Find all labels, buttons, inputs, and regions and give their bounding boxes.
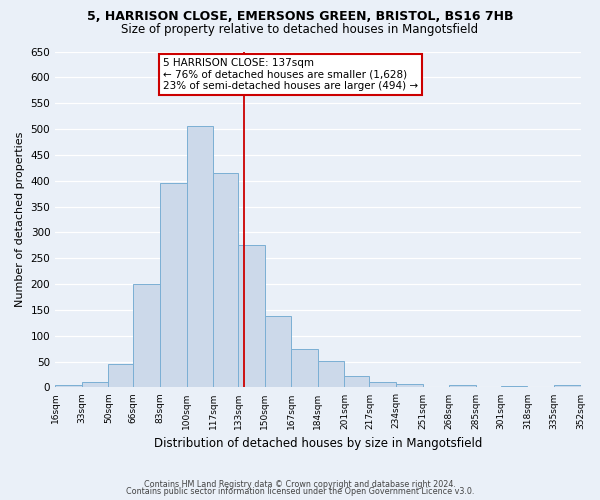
Bar <box>501 386 527 388</box>
Bar <box>82 382 109 388</box>
Text: Contains public sector information licensed under the Open Government Licence v3: Contains public sector information licen… <box>126 487 474 496</box>
Bar <box>291 348 318 388</box>
Bar <box>396 384 422 388</box>
Y-axis label: Number of detached properties: Number of detached properties <box>15 132 25 307</box>
Bar <box>449 385 476 388</box>
Bar <box>133 284 160 388</box>
Bar <box>554 385 581 388</box>
Bar <box>238 246 265 388</box>
Bar <box>265 316 291 388</box>
X-axis label: Distribution of detached houses by size in Mangotsfield: Distribution of detached houses by size … <box>154 437 482 450</box>
Bar <box>109 364 133 388</box>
Bar <box>213 173 238 388</box>
Bar <box>370 382 396 388</box>
Bar <box>344 376 370 388</box>
Text: 5 HARRISON CLOSE: 137sqm
← 76% of detached houses are smaller (1,628)
23% of sem: 5 HARRISON CLOSE: 137sqm ← 76% of detach… <box>163 58 418 91</box>
Bar <box>318 360 344 388</box>
Bar <box>187 126 213 388</box>
Bar <box>160 184 187 388</box>
Bar <box>55 385 82 388</box>
Text: Contains HM Land Registry data © Crown copyright and database right 2024.: Contains HM Land Registry data © Crown c… <box>144 480 456 489</box>
Text: 5, HARRISON CLOSE, EMERSONS GREEN, BRISTOL, BS16 7HB: 5, HARRISON CLOSE, EMERSONS GREEN, BRIST… <box>87 10 513 23</box>
Text: Size of property relative to detached houses in Mangotsfield: Size of property relative to detached ho… <box>121 22 479 36</box>
